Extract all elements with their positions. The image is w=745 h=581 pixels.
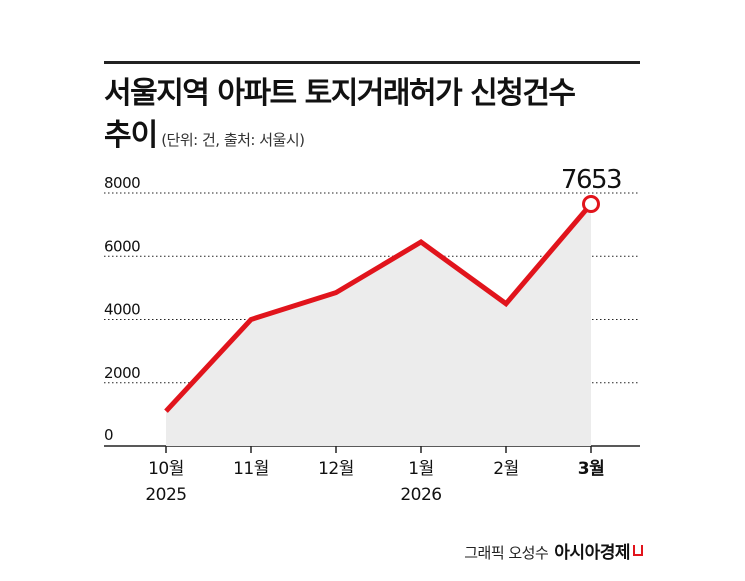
peak-marker bbox=[582, 194, 600, 213]
area-fill-group bbox=[166, 203, 591, 446]
y-tick-label: 2000 bbox=[104, 364, 140, 382]
x-tick-label: 3월 bbox=[578, 459, 604, 479]
credit-line: 그래픽 오성수 아시아경제 bbox=[464, 538, 643, 563]
graphic-credit: 그래픽 오성수 bbox=[464, 544, 549, 562]
area-fill bbox=[166, 203, 591, 446]
x-tick-label: 1월 bbox=[408, 459, 433, 479]
x-tick-label: 11월 bbox=[233, 459, 269, 479]
title-rule bbox=[104, 61, 640, 64]
peak-data-label: 7653 bbox=[561, 165, 621, 195]
x-tick-label: 10월 bbox=[148, 459, 184, 479]
x-tick-label: 2월 bbox=[493, 459, 518, 479]
axis-ticks bbox=[165, 446, 592, 453]
y-tick-label: 0 bbox=[104, 426, 113, 444]
y-tick-label: 8000 bbox=[104, 174, 140, 192]
chart-title: 서울지역 아파트 토지거래허가 신청건수 bbox=[104, 76, 576, 111]
y-tick-label: 6000 bbox=[104, 237, 140, 255]
chart-subtitle: (단위: 건, 출처: 서울시) bbox=[161, 131, 305, 149]
chart-title-line2: 추이 (단위: 건, 출처: 서울시) bbox=[104, 118, 305, 158]
x-year-label: 2025 bbox=[145, 485, 186, 505]
series-line bbox=[164, 202, 593, 413]
series-line-group bbox=[164, 194, 600, 413]
brand-logo-text: 아시아경제 bbox=[554, 543, 630, 563]
chart-title-line2-text: 추이 bbox=[104, 118, 158, 153]
x-tick-label: 12월 bbox=[318, 459, 354, 479]
y-tick-label: 4000 bbox=[104, 301, 140, 319]
x-year-label: 2026 bbox=[400, 485, 441, 505]
axis-labels: 8000 6000 4000 2000 0 7653 10월 2025 11월 12월 1월 2026… bbox=[104, 165, 623, 505]
brand-mark-icon bbox=[633, 545, 643, 556]
